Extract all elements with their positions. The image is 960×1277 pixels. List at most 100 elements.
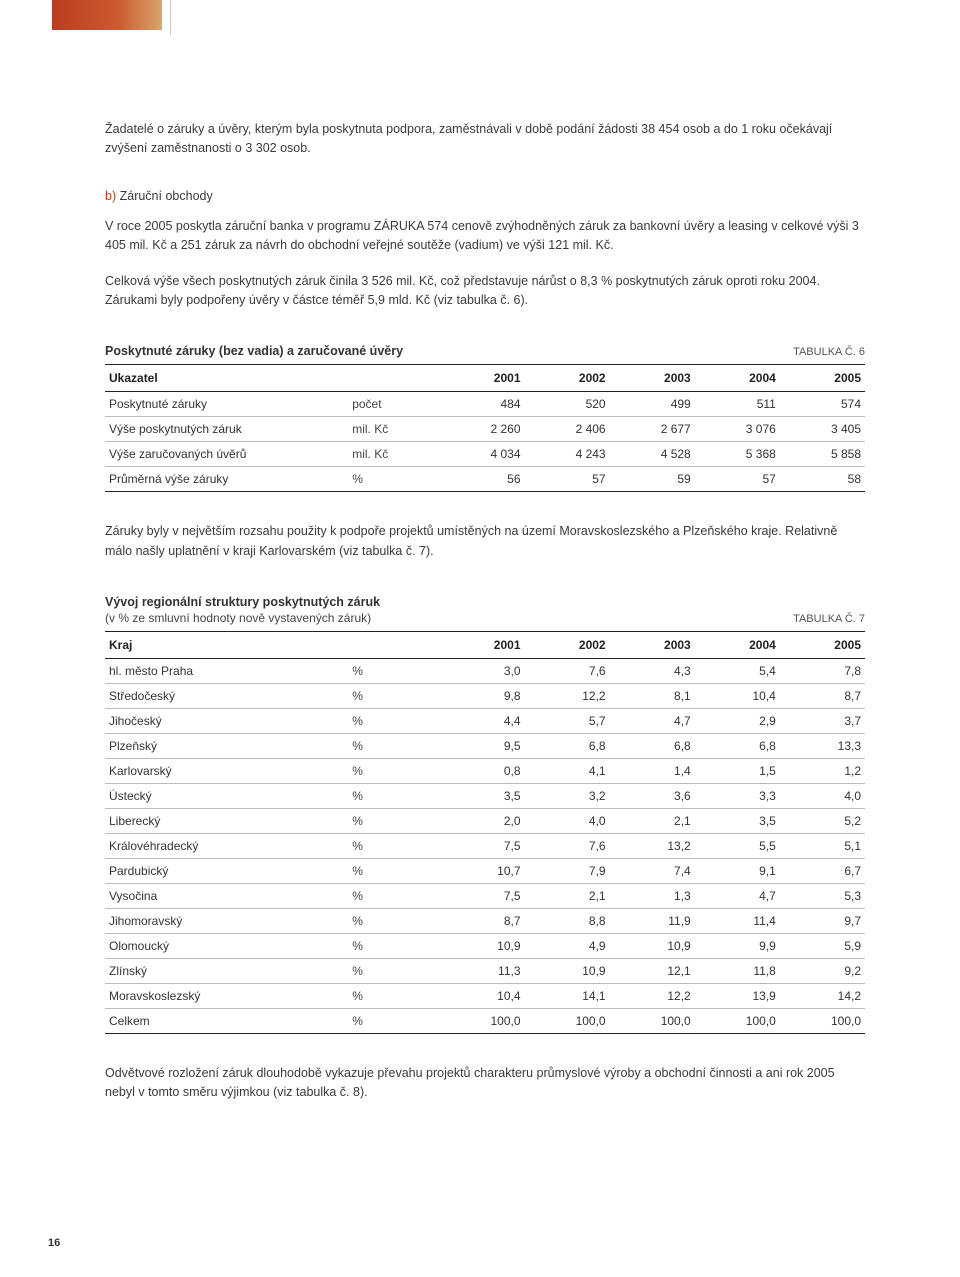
row-unit: % [348, 759, 439, 784]
th-2005: 2005 [780, 632, 865, 659]
row-unit: mil. Kč [348, 442, 439, 467]
cell-value: 10,7 [439, 859, 524, 884]
cell-value: 4,7 [610, 709, 695, 734]
section-b-title: Záruční obchody [120, 189, 213, 203]
table-7-caption: Vývoj regionální struktury poskytnutých … [105, 595, 865, 631]
cell-value: 6,8 [695, 734, 780, 759]
cell-value: 8,7 [780, 684, 865, 709]
paragraph-2: V roce 2005 poskytla záruční banka v pro… [105, 217, 865, 256]
cell-value: 484 [439, 392, 524, 417]
row-unit: mil. Kč [348, 417, 439, 442]
cell-value: 10,4 [439, 984, 524, 1009]
cell-value: 10,9 [439, 934, 524, 959]
row-unit: % [348, 884, 439, 909]
table-row: Olomoucký%10,94,910,99,95,9 [105, 934, 865, 959]
th-2004: 2004 [695, 632, 780, 659]
cell-value: 7,9 [525, 859, 610, 884]
cell-value: 56 [439, 467, 524, 492]
row-label: Celkem [105, 1009, 348, 1034]
row-label: hl. město Praha [105, 659, 348, 684]
cell-value: 2 677 [610, 417, 695, 442]
table-6-caption: Poskytnuté záruky (bez vadia) a zaručova… [105, 344, 865, 364]
cell-value: 7,8 [780, 659, 865, 684]
cell-value: 11,3 [439, 959, 524, 984]
cell-value: 3,2 [525, 784, 610, 809]
row-label: Moravskoslezský [105, 984, 348, 1009]
table-row: Ústecký%3,53,23,63,34,0 [105, 784, 865, 809]
cell-value: 2,0 [439, 809, 524, 834]
table-7-tag: TABULKA Č. 7 [793, 613, 865, 625]
th-2003: 2003 [610, 632, 695, 659]
cell-value: 100,0 [780, 1009, 865, 1034]
table-row: Karlovarský%0,84,11,41,51,2 [105, 759, 865, 784]
th-2005: 2005 [780, 365, 865, 392]
page-content: Žadatelé o záruky a úvěry, kterým byla p… [0, 0, 960, 1159]
row-label: Vysočina [105, 884, 348, 909]
table-row: Středočeský%9,812,28,110,48,7 [105, 684, 865, 709]
cell-value: 2,9 [695, 709, 780, 734]
cell-value: 8,1 [610, 684, 695, 709]
cell-value: 4,0 [525, 809, 610, 834]
th-2003: 2003 [610, 365, 695, 392]
cell-value: 7,5 [439, 834, 524, 859]
cell-value: 100,0 [525, 1009, 610, 1034]
cell-value: 6,7 [780, 859, 865, 884]
table-row: Průměrná výše záruky%5657595758 [105, 467, 865, 492]
row-unit: % [348, 959, 439, 984]
table-row: Moravskoslezský%10,414,112,213,914,2 [105, 984, 865, 1009]
th-region: Kraj [105, 632, 439, 659]
cell-value: 8,7 [439, 909, 524, 934]
table-row: Celkem%100,0100,0100,0100,0100,0 [105, 1009, 865, 1034]
table-row: Pardubický%10,77,97,49,16,7 [105, 859, 865, 884]
cell-value: 1,3 [610, 884, 695, 909]
row-label: Královéhradecký [105, 834, 348, 859]
cell-value: 5,9 [780, 934, 865, 959]
cell-value: 2 406 [525, 417, 610, 442]
row-unit: % [348, 784, 439, 809]
row-unit: % [348, 809, 439, 834]
table-6-head: Ukazatel 2001 2002 2003 2004 2005 [105, 365, 865, 392]
cell-value: 14,2 [780, 984, 865, 1009]
cell-value: 4 243 [525, 442, 610, 467]
cell-value: 3 405 [780, 417, 865, 442]
cell-value: 5,4 [695, 659, 780, 684]
cell-value: 11,9 [610, 909, 695, 934]
cell-value: 13,2 [610, 834, 695, 859]
row-label: Olomoucký [105, 934, 348, 959]
cell-value: 9,8 [439, 684, 524, 709]
row-label: Poskytnuté záruky [105, 392, 348, 417]
th-2001: 2001 [439, 365, 524, 392]
row-label: Plzeňský [105, 734, 348, 759]
section-lead-b: b) Záruční obchody [105, 189, 865, 203]
table-7-head: Kraj 2001 2002 2003 2004 2005 [105, 632, 865, 659]
row-unit: % [348, 684, 439, 709]
table-row: Vysočina%7,52,11,34,75,3 [105, 884, 865, 909]
table-row: Poskytnuté zárukypočet484520499511574 [105, 392, 865, 417]
table-row: Plzeňský%9,56,86,86,813,3 [105, 734, 865, 759]
cell-value: 574 [780, 392, 865, 417]
cell-value: 520 [525, 392, 610, 417]
cell-value: 0,8 [439, 759, 524, 784]
row-label: Ústecký [105, 784, 348, 809]
cell-value: 511 [695, 392, 780, 417]
cell-value: 1,2 [780, 759, 865, 784]
cell-value: 11,8 [695, 959, 780, 984]
cell-value: 7,6 [525, 659, 610, 684]
cell-value: 4,3 [610, 659, 695, 684]
cell-value: 57 [525, 467, 610, 492]
cell-value: 3,3 [695, 784, 780, 809]
cell-value: 5 368 [695, 442, 780, 467]
cell-value: 1,5 [695, 759, 780, 784]
row-label: Liberecký [105, 809, 348, 834]
cell-value: 3 076 [695, 417, 780, 442]
cell-value: 4 034 [439, 442, 524, 467]
th-indicator: Ukazatel [105, 365, 439, 392]
cell-value: 5 858 [780, 442, 865, 467]
row-label: Výše poskytnutých záruk [105, 417, 348, 442]
cell-value: 13,3 [780, 734, 865, 759]
table-row: Výše poskytnutých zárukmil. Kč2 2602 406… [105, 417, 865, 442]
table-row: Jihočeský%4,45,74,72,93,7 [105, 709, 865, 734]
row-label: Středočeský [105, 684, 348, 709]
cell-value: 3,5 [439, 784, 524, 809]
row-label: Karlovarský [105, 759, 348, 784]
